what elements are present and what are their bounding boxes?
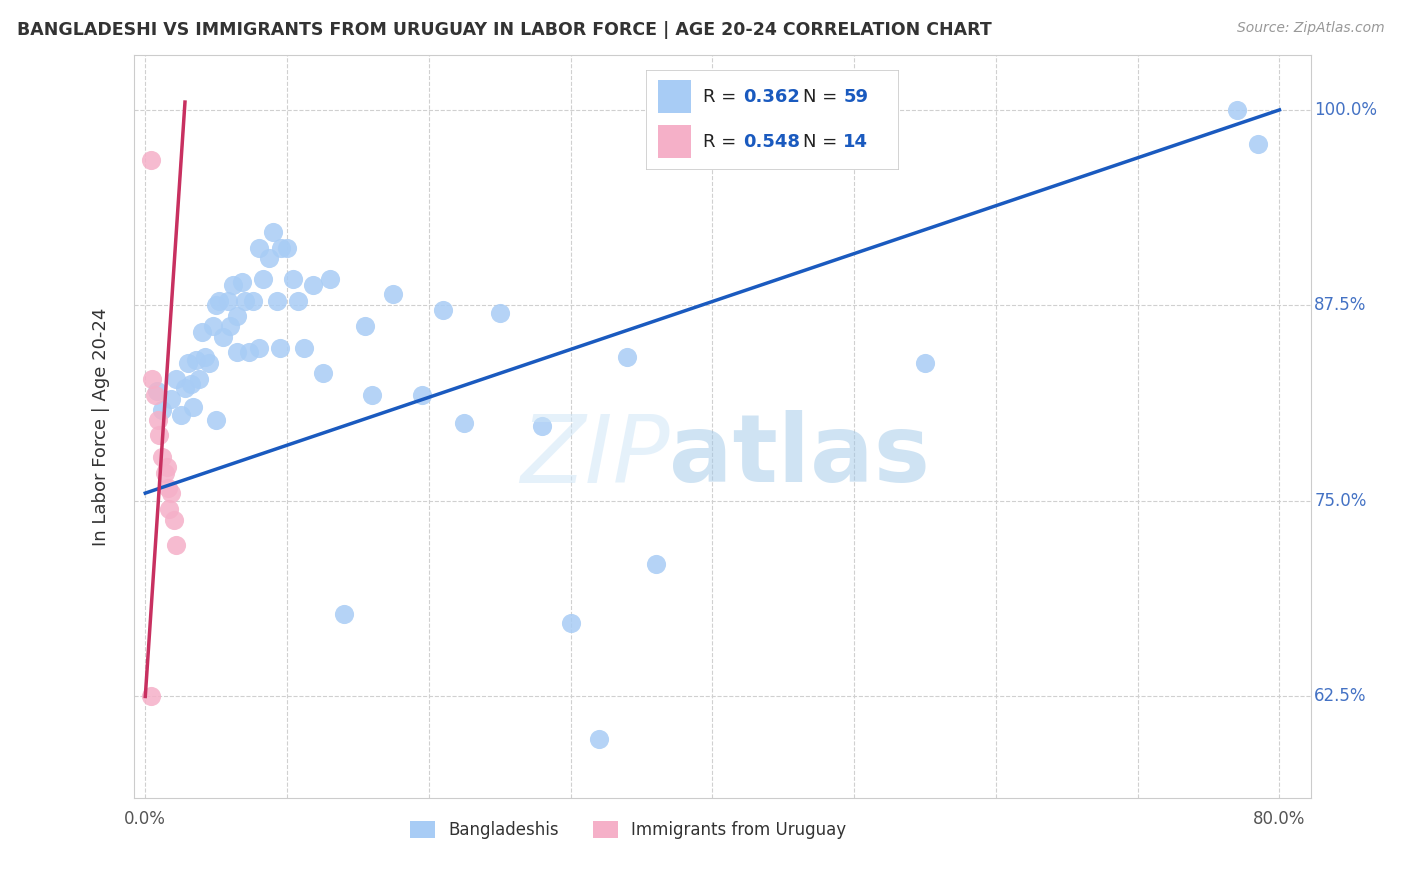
Text: ZIP: ZIP bbox=[520, 411, 669, 502]
Point bbox=[354, 318, 377, 333]
Point bbox=[150, 403, 173, 417]
Text: BANGLADESHI VS IMMIGRANTS FROM URUGUAY IN LABOR FORCE | AGE 20-24 CORRELATION CH: BANGLADESHI VS IMMIGRANTS FROM URUGUAY I… bbox=[17, 21, 991, 38]
Point bbox=[1226, 103, 1249, 117]
Point bbox=[226, 345, 249, 359]
Point bbox=[208, 293, 231, 308]
Point bbox=[183, 400, 205, 414]
Point bbox=[531, 418, 554, 433]
Point bbox=[301, 278, 323, 293]
Point bbox=[139, 690, 162, 704]
Point bbox=[146, 412, 169, 426]
Point bbox=[217, 293, 239, 308]
Point bbox=[153, 466, 176, 480]
Point bbox=[247, 241, 270, 255]
Point bbox=[188, 372, 211, 386]
Point bbox=[233, 293, 256, 308]
Point bbox=[266, 293, 288, 308]
Text: 87.5%: 87.5% bbox=[1315, 296, 1367, 314]
Point bbox=[194, 350, 217, 364]
Text: atlas: atlas bbox=[669, 410, 931, 502]
Point bbox=[292, 341, 315, 355]
Point bbox=[205, 412, 228, 426]
Point bbox=[191, 325, 214, 339]
Point bbox=[202, 318, 225, 333]
Point bbox=[156, 482, 179, 496]
Point bbox=[143, 387, 166, 401]
Point bbox=[588, 731, 610, 746]
Point bbox=[157, 501, 180, 516]
Point bbox=[616, 350, 638, 364]
Point bbox=[212, 329, 235, 343]
Point bbox=[432, 303, 454, 318]
Point bbox=[411, 387, 433, 401]
Point bbox=[159, 486, 181, 500]
Point bbox=[177, 356, 200, 370]
Y-axis label: In Labor Force | Age 20-24: In Labor Force | Age 20-24 bbox=[93, 308, 110, 546]
Point bbox=[644, 557, 666, 571]
Point bbox=[318, 272, 340, 286]
Point bbox=[226, 310, 249, 324]
Point bbox=[242, 293, 264, 308]
Point bbox=[281, 272, 304, 286]
Point bbox=[166, 538, 188, 552]
Point bbox=[238, 345, 260, 359]
Point bbox=[560, 615, 582, 630]
Point bbox=[222, 278, 245, 293]
Point bbox=[269, 341, 291, 355]
Legend: Bangladeshis, Immigrants from Uruguay: Bangladeshis, Immigrants from Uruguay bbox=[404, 814, 852, 846]
Point bbox=[174, 381, 197, 395]
Point bbox=[914, 356, 936, 370]
Point bbox=[141, 372, 163, 386]
Point bbox=[453, 416, 475, 430]
Point bbox=[270, 241, 292, 255]
Point bbox=[276, 241, 298, 255]
Point bbox=[382, 287, 405, 301]
Point bbox=[170, 408, 193, 422]
Point bbox=[488, 306, 510, 320]
Point bbox=[247, 341, 270, 355]
Point bbox=[1247, 137, 1270, 152]
Point bbox=[231, 275, 253, 289]
Text: 62.5%: 62.5% bbox=[1315, 688, 1367, 706]
Point bbox=[166, 372, 188, 386]
Point bbox=[186, 353, 208, 368]
Point bbox=[287, 293, 309, 308]
Point bbox=[180, 376, 202, 391]
Point bbox=[159, 392, 181, 407]
Point bbox=[198, 356, 221, 370]
Point bbox=[219, 318, 242, 333]
Point bbox=[155, 459, 177, 474]
Point bbox=[162, 513, 184, 527]
Point bbox=[139, 153, 162, 167]
Point bbox=[361, 387, 384, 401]
Text: Source: ZipAtlas.com: Source: ZipAtlas.com bbox=[1237, 21, 1385, 35]
Point bbox=[150, 450, 173, 464]
Point bbox=[333, 607, 356, 621]
Point bbox=[311, 366, 333, 380]
Point bbox=[257, 252, 280, 266]
Point bbox=[148, 428, 170, 442]
Point bbox=[262, 225, 284, 239]
Point bbox=[145, 384, 167, 399]
Point bbox=[205, 298, 228, 312]
Point bbox=[252, 272, 274, 286]
Text: 75.0%: 75.0% bbox=[1315, 492, 1367, 510]
Text: 100.0%: 100.0% bbox=[1315, 101, 1378, 119]
